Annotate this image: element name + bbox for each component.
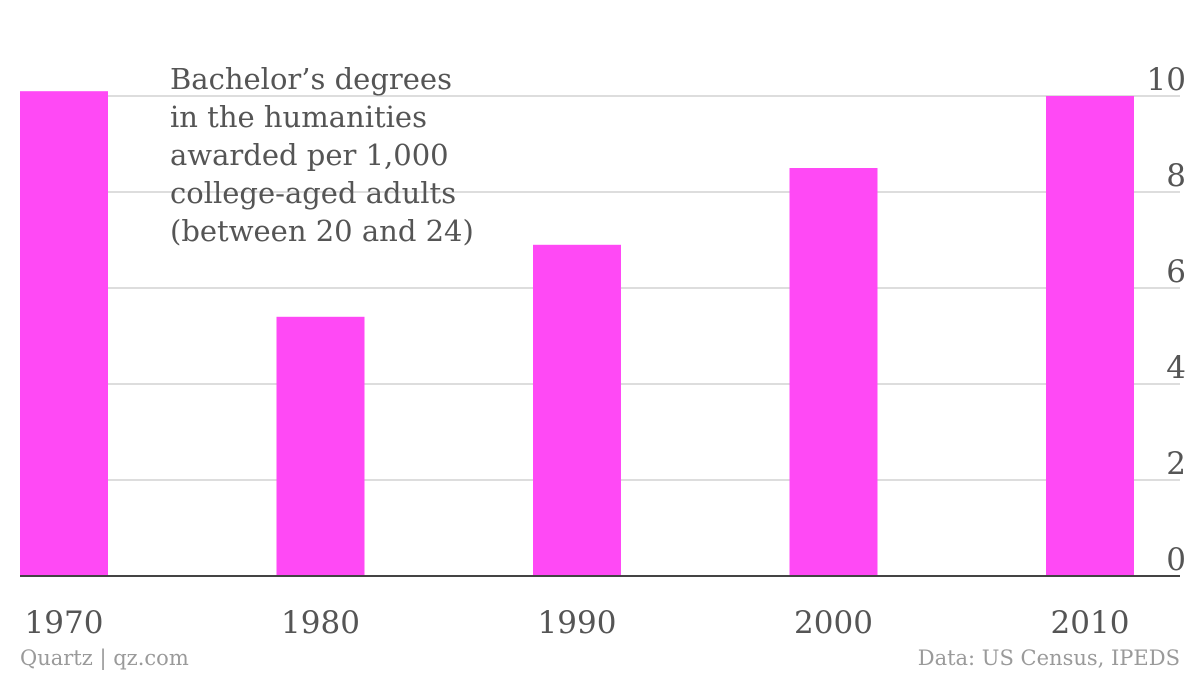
y-tick-label: 0	[1166, 542, 1186, 578]
x-tick-label: 2010	[1051, 605, 1130, 641]
chart-title-line-5: (between 20 and 24)	[170, 214, 474, 248]
bar-2000	[789, 168, 878, 576]
y-tick-label: 10	[1147, 62, 1186, 98]
chart-title-line-2: in the humanities	[170, 100, 427, 134]
bar-2010	[1046, 96, 1134, 576]
x-tick-label: 1980	[281, 605, 360, 641]
chart-title-line-1: Bachelor’s degrees	[170, 62, 452, 96]
chart-title-line-4: college-aged adults	[170, 176, 457, 210]
y-tick-label: 8	[1166, 158, 1186, 194]
x-tick-label: 2000	[794, 605, 873, 641]
y-tick-label: 6	[1166, 254, 1186, 290]
chart-title-line-3: awarded per 1,000	[170, 138, 449, 172]
bar-1980	[276, 316, 365, 576]
publisher-credit: Quartz | qz.com	[20, 646, 189, 670]
data-source: Data: US Census, IPEDS	[917, 646, 1180, 670]
bar-1990	[533, 244, 621, 577]
chart-title: Bachelor’s degrees in the humanities awa…	[170, 60, 500, 250]
x-tick-label: 1990	[538, 605, 617, 641]
y-tick-label: 4	[1166, 350, 1186, 386]
x-tick-label: 1970	[25, 605, 104, 641]
y-tick-label: 2	[1166, 446, 1186, 482]
bar-1970	[20, 91, 108, 576]
